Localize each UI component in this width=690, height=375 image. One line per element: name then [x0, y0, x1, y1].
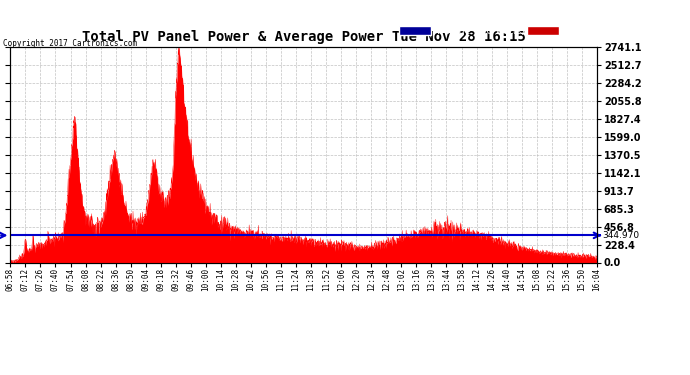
- Text: 344.970: 344.970: [603, 231, 640, 240]
- Text: Copyright 2017 Cartronics.com: Copyright 2017 Cartronics.com: [3, 39, 137, 48]
- Title: Total PV Panel Power & Average Power Tue Nov 28 16:15: Total PV Panel Power & Average Power Tue…: [81, 30, 526, 44]
- Legend: Average  (DC Watts), PV Panels  (DC Watts): Average (DC Watts), PV Panels (DC Watts): [395, 22, 662, 39]
